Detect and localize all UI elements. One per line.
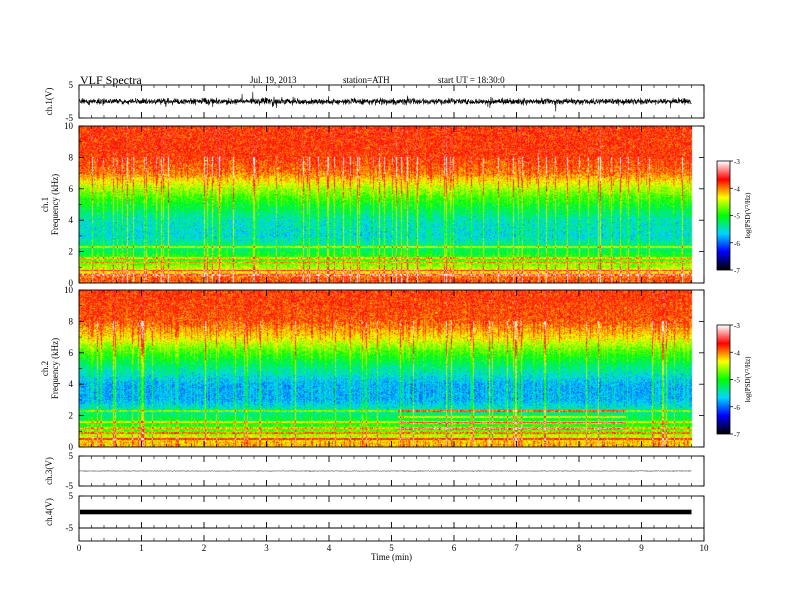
colorbar-ch1 <box>717 161 730 270</box>
y-tick-label: -5 <box>66 523 74 533</box>
y-tick-label: 5 <box>69 80 74 90</box>
y-tick-label: 2 <box>69 411 74 421</box>
colorbar-tick-label: -4 <box>734 185 740 193</box>
date-label: Jul. 19, 2013 <box>250 75 297 85</box>
y-tick-label: 0 <box>69 442 74 452</box>
colorbar-label: log(PSD(V²/Hz) <box>744 356 752 403</box>
x-tick-label: 5 <box>389 543 394 553</box>
x-axis-label: Time (min) <box>371 552 412 562</box>
colorbar-tick-label: -7 <box>734 431 740 439</box>
waveform-traces <box>78 91 692 515</box>
x-tick-label: 3 <box>264 543 269 553</box>
y-tick-label: 6 <box>69 348 74 358</box>
y-axis-label: ch.3(V) <box>44 457 54 485</box>
x-tick-label: 0 <box>77 543 82 553</box>
y-tick-label: 4 <box>69 379 74 389</box>
start-time-label: start UT = 18:30:0 <box>438 75 505 85</box>
y-tick-label: 10 <box>64 121 74 131</box>
spectrogram-ch1 <box>79 126 704 283</box>
colorbar-tick-label: -5 <box>734 213 740 221</box>
x-tick-label: 1 <box>139 543 144 553</box>
y-axis-label: ch.4(V) <box>44 498 54 526</box>
y-tick-label: 6 <box>69 184 74 194</box>
spectrogram-images <box>79 126 730 447</box>
y-axis-label: ch.1(V) <box>44 88 54 116</box>
figure-title: VLF Spectra <box>80 73 142 87</box>
y-axis-label: ch.2 <box>40 361 50 376</box>
y-tick-label: 5 <box>69 451 74 461</box>
y-tick-label: 5 <box>69 491 74 501</box>
x-tick-label: 8 <box>577 543 582 553</box>
x-tick-label: 7 <box>514 543 519 553</box>
ch4-trace <box>80 509 692 515</box>
ch1-trace <box>78 91 692 112</box>
colorbar-tick-label: -4 <box>734 349 740 357</box>
colorbar-tick-label: -6 <box>734 240 740 248</box>
y-axis-label: ch.1 <box>40 197 50 212</box>
colorbar-tick-label: -3 <box>734 322 740 330</box>
colorbar-tick-label: -6 <box>734 404 740 412</box>
spectrogram-ch2 <box>79 290 704 447</box>
axes <box>78 84 733 542</box>
y-tick-label: -5 <box>66 481 74 491</box>
x-tick-label: 10 <box>700 543 710 553</box>
colorbar-ch2 <box>717 325 730 434</box>
colorbar-tick-label: -5 <box>734 377 740 385</box>
y-tick-label: 2 <box>69 247 74 257</box>
y-tick-label: 10 <box>64 285 74 295</box>
colorbar-label: log(PSD(V²/Hz) <box>744 192 752 239</box>
y-axis-label: Frequency (kHz) <box>50 174 60 235</box>
x-tick-label: 9 <box>639 543 644 553</box>
station-label: station=ATH <box>343 75 390 85</box>
y-tick-label: 8 <box>69 316 74 326</box>
y-tick-label: 8 <box>69 152 74 162</box>
x-tick-label: 6 <box>452 543 457 553</box>
y-tick-label: -5 <box>66 113 74 123</box>
x-tick-label: 4 <box>327 543 332 553</box>
y-tick-label: 0 <box>69 278 74 288</box>
colorbar-tick-label: -7 <box>734 267 740 275</box>
x-tick-label: 2 <box>202 543 207 553</box>
axis-labels: 5-5ch.1(V)-3-4-5-6-7log(PSD(V²/Hz)108642… <box>40 80 752 562</box>
y-axis-label: Frequency (kHz) <box>50 338 60 399</box>
colorbar-tick-label: -3 <box>734 158 740 166</box>
y-tick-label: 4 <box>69 215 74 225</box>
ch3-trace <box>78 469 692 473</box>
